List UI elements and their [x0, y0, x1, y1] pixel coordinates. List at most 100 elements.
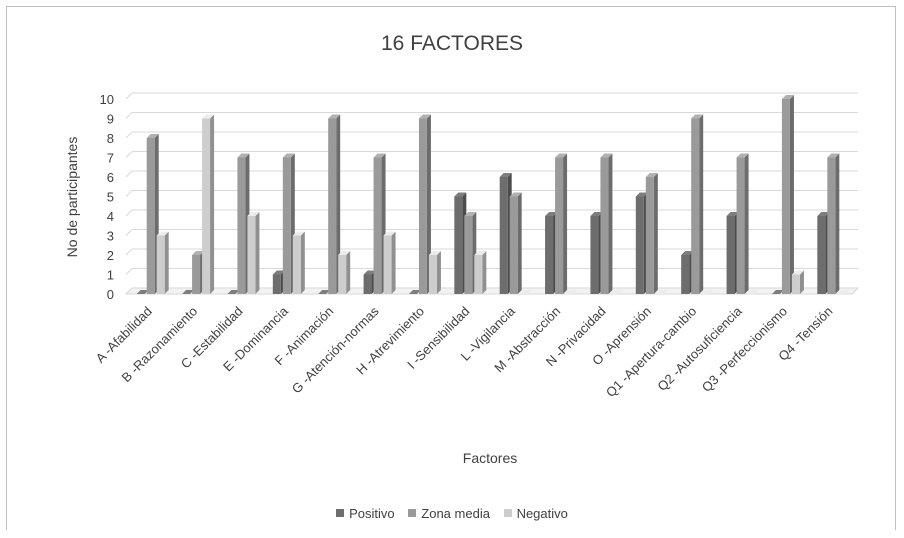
bar-top — [726, 212, 739, 216]
y-tick-label: 3 — [107, 229, 114, 244]
bar-front — [418, 118, 427, 294]
bar-front — [600, 157, 609, 294]
bar — [292, 231, 305, 294]
bar-front — [192, 255, 201, 294]
gridline-diag — [125, 112, 133, 119]
bar-top — [837, 290, 850, 294]
bar-front — [474, 255, 483, 294]
bar-top — [600, 153, 613, 158]
bar — [318, 290, 331, 294]
y-tick-label: 9 — [107, 112, 114, 127]
gridline-diag — [125, 131, 133, 139]
legend: Positivo Zona media Negativo — [0, 505, 904, 521]
bars — [136, 95, 850, 294]
chart-title: 16 FACTORES — [381, 32, 523, 55]
bar-front — [202, 118, 211, 294]
bar — [383, 231, 396, 294]
bar-front — [781, 99, 790, 294]
bar-front — [736, 157, 745, 294]
bar — [746, 290, 759, 294]
bar-side — [789, 95, 794, 294]
y-tick-label: 1 — [107, 268, 114, 283]
bar-top — [136, 290, 149, 294]
bar — [701, 290, 714, 294]
bar — [827, 153, 840, 294]
bar — [509, 192, 522, 294]
bar-top — [272, 270, 285, 275]
bar-top — [373, 153, 386, 158]
bar-front — [428, 255, 437, 294]
bar-side — [653, 173, 658, 294]
bar-top — [182, 290, 195, 294]
bar-top — [590, 212, 603, 216]
bar-side — [164, 231, 169, 294]
bar-top — [428, 251, 441, 255]
bar-top — [328, 114, 341, 119]
bar-front — [454, 196, 463, 294]
bar-front — [590, 216, 599, 294]
x-tick-label: G -Atención-normas — [289, 303, 382, 396]
bar — [338, 251, 351, 294]
bar-top — [817, 212, 830, 216]
legend-label: Negativo — [516, 505, 568, 521]
bar-top — [282, 153, 295, 158]
bar-side — [436, 251, 441, 294]
bar-top — [681, 251, 694, 255]
bar — [156, 231, 169, 294]
gridline-diag — [125, 190, 133, 197]
bar — [519, 290, 532, 294]
bar-front — [383, 235, 392, 294]
bar-side — [699, 114, 704, 294]
bar — [837, 290, 850, 294]
bar-top — [237, 153, 250, 158]
bar-front — [545, 216, 554, 294]
bar — [600, 153, 613, 294]
bar — [691, 114, 704, 294]
bar-top — [156, 231, 169, 236]
bar-side — [835, 153, 840, 294]
frame-bottom-cut — [0, 530, 904, 538]
bar-top — [418, 114, 431, 119]
gridline-diag — [125, 268, 133, 275]
legend-item-negativo: Negativo — [503, 505, 568, 521]
legend-label: Positivo — [349, 505, 395, 521]
y-tick-label: 7 — [107, 151, 114, 166]
bar-side — [517, 192, 522, 294]
bar-front — [681, 255, 690, 294]
legend-swatch — [408, 509, 417, 517]
bar-side — [346, 251, 351, 294]
bar-top — [655, 290, 668, 294]
bar-side — [336, 114, 341, 294]
bar-front — [726, 216, 735, 294]
bar-top — [781, 95, 794, 99]
y-tick-label: 10 — [100, 92, 114, 107]
legend-swatch — [336, 509, 345, 517]
bar-side — [608, 153, 613, 294]
bar — [227, 290, 240, 294]
bar-top — [565, 290, 578, 294]
bar — [771, 290, 784, 294]
bar — [474, 251, 487, 294]
y-tick-labels: 0 1 2 3 4 5 6 7 8 9 10 — [100, 92, 114, 302]
chart-floor — [124, 287, 860, 295]
bar-side — [563, 153, 568, 294]
gridline-diag — [125, 170, 133, 178]
bar — [428, 251, 441, 294]
bar-top — [338, 251, 351, 255]
y-tick-label: 8 — [107, 131, 114, 146]
bar-side — [482, 251, 487, 294]
legend-item-positivo: Positivo — [336, 506, 395, 521]
bar — [418, 114, 431, 294]
bar-top — [363, 270, 376, 275]
bar-front — [791, 274, 800, 294]
bar-front — [555, 157, 564, 294]
bar-top — [499, 173, 512, 177]
bar-top — [545, 212, 558, 216]
bar — [791, 270, 804, 294]
bar-top — [791, 270, 804, 275]
bar-front — [272, 274, 281, 294]
bar-front — [328, 118, 337, 294]
bar-top — [771, 290, 784, 294]
bar-top — [746, 290, 759, 294]
